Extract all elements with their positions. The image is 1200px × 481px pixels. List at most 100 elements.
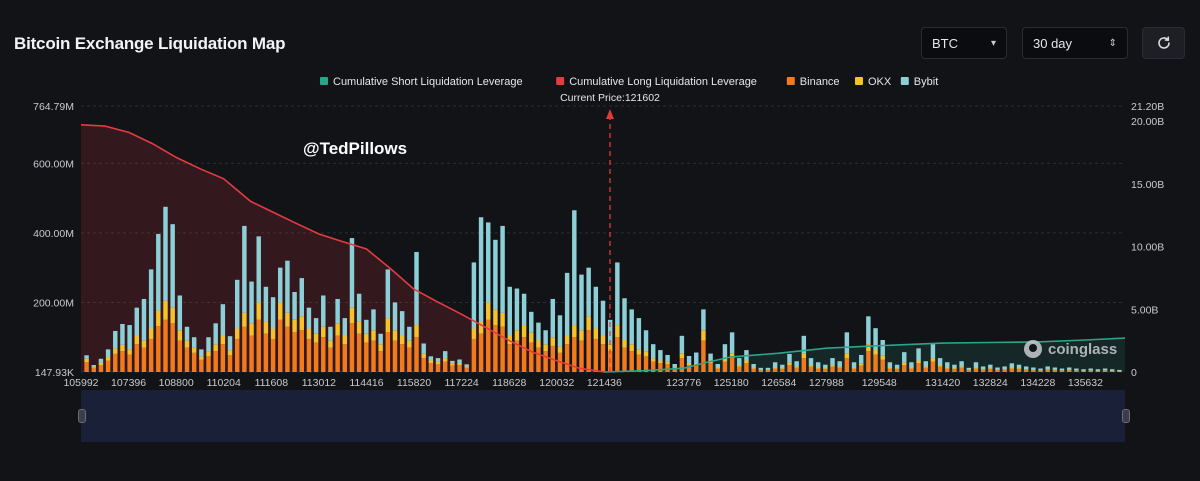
bar-binance-69 [579, 340, 584, 372]
bar-binance-123 [966, 370, 972, 372]
bar-okx-37 [349, 307, 355, 324]
refresh-icon [1157, 36, 1170, 49]
coin-select[interactable]: BTC ▾ [921, 27, 1007, 59]
bar-binance-84 [686, 365, 692, 372]
bar-binance-38 [356, 333, 362, 372]
bar-okx-74 [615, 325, 620, 338]
bar-bybit-50 [442, 351, 448, 359]
bar-okx-27 [278, 302, 283, 320]
bar-okx-99 [794, 366, 799, 368]
bar-bybit-20 [227, 336, 233, 351]
bar-binance-107 [851, 368, 857, 372]
bar-bybit-117 [923, 361, 928, 367]
bar-binance-70 [586, 330, 591, 372]
bar-bybit-90 [729, 332, 735, 354]
bar-binance-139 [1081, 370, 1086, 372]
bar-binance-42 [385, 332, 391, 372]
x-tick-8: 117224 [444, 377, 478, 389]
bar-bybit-31 [306, 307, 312, 329]
x-tick-16: 129548 [862, 377, 897, 389]
bar-bybit-40 [371, 309, 376, 331]
y-right-tick-0: 0 [1131, 367, 1137, 379]
refresh-button[interactable] [1142, 27, 1185, 59]
legend-label-4: Bybit [914, 76, 938, 88]
bar-okx-19 [220, 335, 226, 345]
x-tick-1: 107396 [111, 377, 146, 389]
bar-bybit-83 [679, 335, 685, 354]
bar-binance-52 [457, 365, 462, 372]
bar-okx-115 [909, 367, 914, 369]
bar-binance-90 [729, 358, 735, 372]
bar-bybit-21 [234, 279, 240, 329]
bar-binance-4 [113, 353, 118, 372]
bar-binance-143 [1110, 370, 1115, 372]
bar-bybit-89 [722, 344, 728, 359]
bar-okx-15 [191, 347, 197, 353]
bar-okx-116 [916, 360, 921, 364]
bar-binance-11 [163, 319, 168, 372]
bar-binance-6 [127, 354, 132, 372]
bar-binance-58 [500, 326, 505, 372]
bar-bybit-25 [263, 286, 269, 322]
bar-bybit-68 [572, 210, 577, 326]
bar-binance-37 [349, 323, 355, 372]
bar-okx-109 [866, 344, 871, 352]
bar-binance-109 [866, 351, 871, 372]
range-navigator[interactable] [81, 390, 1125, 442]
bar-okx-98 [787, 362, 792, 366]
bar-binance-2 [98, 365, 104, 372]
bar-okx-51 [450, 363, 455, 366]
chart-legend: Cumulative Short Liquidation Leverage Cum… [320, 76, 938, 88]
range-handle-right[interactable] [1122, 409, 1130, 423]
bar-okx-42 [385, 318, 391, 332]
bar-binance-26 [270, 338, 276, 372]
bar-okx-122 [959, 366, 964, 368]
bar-binance-41 [378, 351, 383, 372]
bar-bybit-26 [270, 297, 276, 329]
bar-bybit-114 [902, 352, 907, 363]
bar-bybit-115 [909, 362, 914, 368]
bar-binance-82 [672, 368, 677, 372]
bar-bybit-70 [586, 267, 591, 317]
bar-okx-72 [600, 335, 606, 345]
x-tick-14: 126584 [761, 377, 796, 389]
bar-binance-140 [1088, 370, 1093, 372]
bar-bybit-127 [995, 367, 1000, 370]
bar-binance-31 [306, 338, 312, 372]
bar-bybit-9 [148, 269, 154, 329]
bar-bybit-129 [1009, 363, 1015, 368]
bar-bybit-55 [478, 217, 484, 322]
bar-binance-33 [321, 337, 326, 372]
bar-okx-21 [234, 328, 240, 339]
bar-okx-9 [148, 328, 154, 339]
period-select[interactable]: 30 day ⇕ [1022, 27, 1128, 59]
bar-okx-129 [1009, 367, 1015, 369]
bar-binance-10 [156, 326, 161, 372]
bar-okx-95 [765, 369, 771, 371]
bar-okx-70 [586, 316, 591, 331]
bar-binance-12 [170, 323, 175, 372]
bar-bybit-124 [973, 362, 979, 368]
bar-binance-68 [572, 337, 577, 372]
bar-bybit-24 [256, 236, 261, 303]
bar-binance-0 [84, 362, 89, 372]
bar-binance-124 [973, 368, 979, 372]
bar-bybit-11 [163, 206, 168, 301]
long-area [81, 124, 605, 372]
bar-binance-100 [801, 358, 807, 372]
range-handle-left[interactable] [78, 409, 86, 423]
x-tick-7: 115820 [397, 377, 431, 389]
bar-bybit-79 [650, 344, 656, 359]
bar-binance-98 [787, 365, 792, 372]
bar-bybit-74 [615, 262, 620, 326]
bar-okx-7 [134, 335, 140, 345]
bar-binance-86 [701, 340, 706, 372]
bar-binance-85 [694, 365, 699, 372]
bar-okx-43 [392, 330, 398, 341]
bar-okx-69 [579, 330, 584, 341]
caret-down-icon: ▾ [990, 37, 996, 49]
bar-bybit-18 [213, 323, 218, 345]
up-down-chevron-icon: ⇕ [1108, 37, 1117, 49]
bar-bybit-39 [364, 319, 369, 334]
